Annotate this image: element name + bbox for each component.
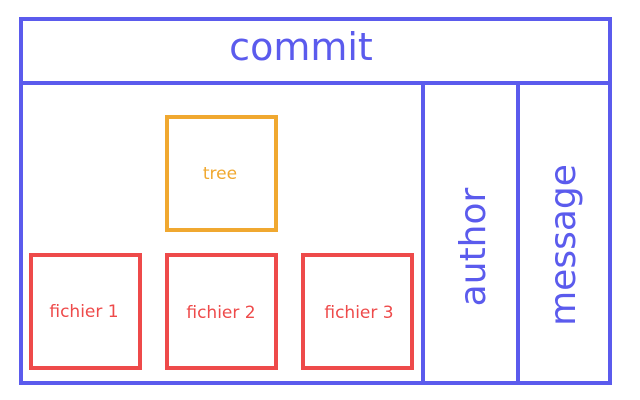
tree-label: tree — [203, 164, 237, 184]
file-label: fichier 3 — [324, 303, 393, 323]
commit-title: commit — [229, 25, 373, 69]
file-node-1: fichier 1 — [29, 253, 142, 370]
author-label: author — [453, 187, 494, 306]
message-label: message — [543, 164, 584, 326]
tree-box — [165, 115, 278, 232]
tree-node: tree — [165, 115, 278, 232]
commit-frame — [19, 17, 612, 385]
file-box — [301, 253, 414, 370]
file-node-2: fichier 2 — [165, 253, 278, 370]
file-label: fichier 1 — [49, 302, 118, 322]
file-box — [165, 253, 278, 370]
file-box — [29, 253, 142, 370]
file-node-3: fichier 3 — [301, 253, 414, 370]
file-label: fichier 2 — [186, 303, 255, 323]
